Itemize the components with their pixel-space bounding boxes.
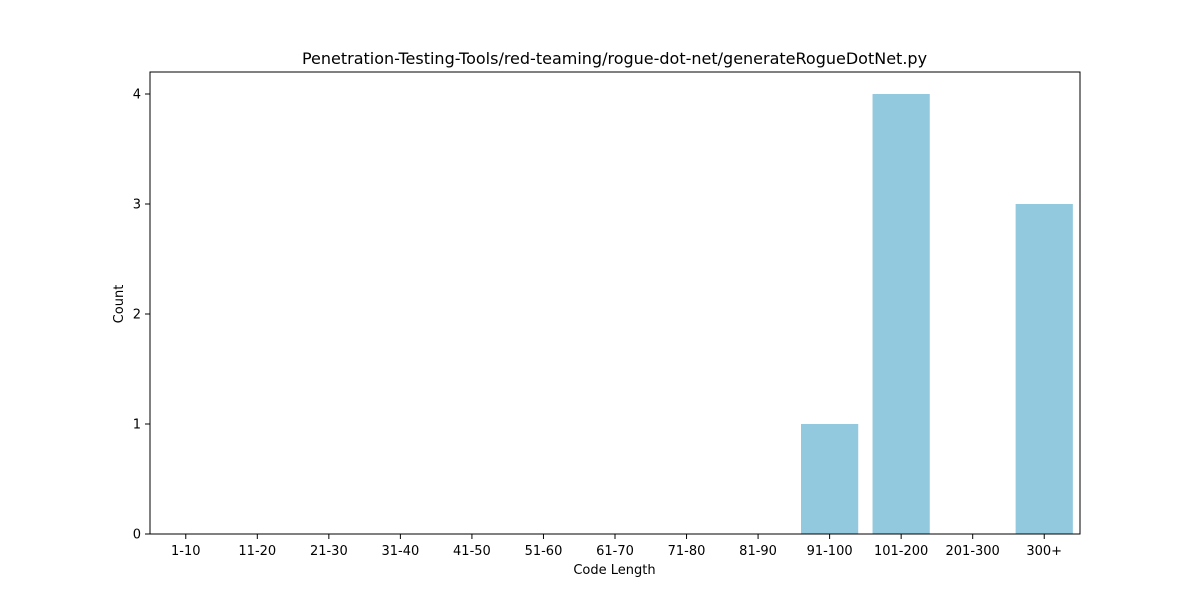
x-tick-label: 41-50 [453, 544, 491, 559]
x-tick-label: 61-70 [596, 544, 634, 559]
x-tick-label: 101-200 [874, 544, 928, 559]
bar-101-200 [872, 94, 930, 534]
x-tick-label: 71-80 [668, 544, 706, 559]
y-axis-label: Count [112, 285, 127, 324]
y-tick-label: 2 [133, 308, 141, 323]
x-tick-label: 21-30 [310, 544, 348, 559]
chart-title: Penetration-Testing-Tools/red-teaming/ro… [302, 49, 927, 68]
bar-91-100 [801, 424, 859, 534]
x-axis-label: Code Length [573, 563, 655, 578]
axes-layer: 1-10 11-20 21-30 31-40 41-50 51-60 61-70 71-80 8… [133, 71, 1081, 559]
y-tick-label: 3 [133, 198, 141, 213]
plot-frame [149, 71, 1081, 535]
x-tick-label: 91-100 [807, 544, 853, 559]
x-tick-label: 201-300 [946, 544, 1000, 559]
x-tick-label: 81-90 [739, 544, 777, 559]
x-tick-label: 51-60 [525, 544, 563, 559]
x-tick-label: 1-10 [171, 544, 201, 559]
bar-300+ [1015, 204, 1073, 534]
y-tick-label: 1 [133, 418, 141, 433]
x-tick-label: 11-20 [238, 544, 276, 559]
x-tick-label: 300+ [1026, 544, 1062, 559]
y-tick-label: 4 [133, 88, 141, 103]
x-tick-label: 31-40 [381, 544, 419, 559]
y-tick-label: 0 [133, 528, 141, 543]
bars-layer [801, 94, 1073, 534]
